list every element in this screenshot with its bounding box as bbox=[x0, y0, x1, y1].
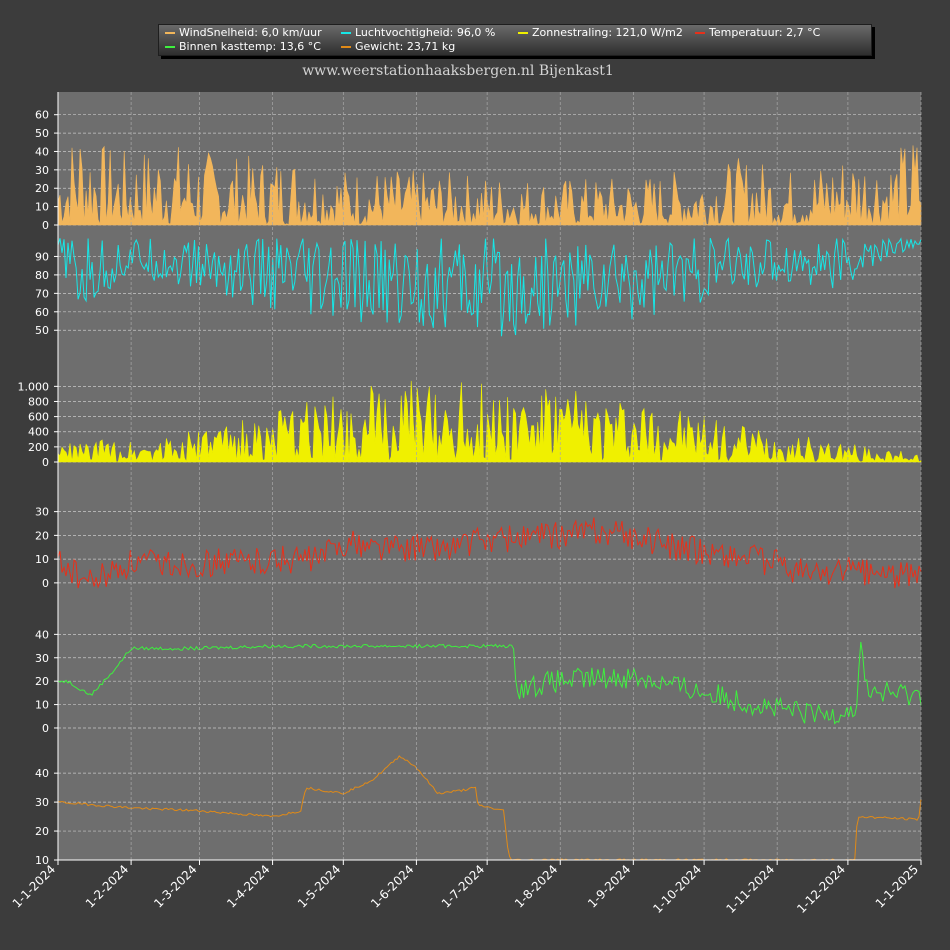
x-tick-label: 1-7-2024 bbox=[439, 862, 487, 910]
y-tick-label: 0 bbox=[42, 219, 49, 232]
legend-label: Gewicht: 23,71 kg bbox=[355, 40, 456, 53]
y-tick-label: 70 bbox=[35, 287, 49, 300]
x-tick-label: 1-9-2024 bbox=[585, 862, 633, 910]
y-tick-label: 50 bbox=[35, 127, 49, 140]
y-tick-label: 20 bbox=[35, 675, 49, 688]
x-tick-label: 1-1-2024 bbox=[10, 862, 58, 910]
legend-swatch bbox=[165, 46, 175, 48]
y-tick-label: 200 bbox=[28, 441, 49, 454]
y-tick-label: 30 bbox=[35, 796, 49, 809]
y-tick-label: 0 bbox=[42, 722, 49, 735]
y-tick-label: 30 bbox=[35, 506, 49, 519]
y-tick-label: 1.000 bbox=[18, 380, 50, 393]
x-tick-label: 1-3-2024 bbox=[151, 862, 199, 910]
chart-title: www.weerstationhaaksbergen.nl Bijenkast1 bbox=[302, 63, 614, 79]
y-tick-label: 60 bbox=[35, 109, 49, 122]
legend-label: WindSnelheid: 6,0 km/uur bbox=[179, 26, 322, 39]
panel-1: 0 10 20 30 40 50 60 bbox=[35, 109, 922, 232]
y-tick-label: 10 bbox=[35, 553, 49, 566]
y-tick-label: 80 bbox=[35, 269, 49, 282]
y-tick-label: 60 bbox=[35, 306, 49, 319]
y-tick-label: 600 bbox=[28, 411, 49, 424]
y-tick-label: 30 bbox=[35, 652, 49, 665]
panel-5: 0 10 20 30 40 bbox=[35, 628, 922, 735]
x-tick-label: 1-12-2024 bbox=[794, 862, 848, 916]
y-tick-label: 90 bbox=[35, 250, 49, 263]
legend-swatch bbox=[341, 32, 351, 34]
series-line bbox=[57, 237, 922, 337]
x-tick-label: 1-6-2024 bbox=[368, 862, 416, 910]
y-tick-label: 0 bbox=[42, 456, 49, 469]
legend-swatch bbox=[165, 32, 175, 34]
legend-item: Gewicht: 23,71 kg bbox=[341, 40, 455, 53]
y-tick-label: 10 bbox=[35, 699, 49, 712]
legend-swatch bbox=[695, 32, 705, 34]
y-tick-label: 0 bbox=[42, 577, 49, 590]
legend-swatch bbox=[341, 46, 351, 48]
series-line bbox=[57, 641, 922, 725]
legend-item: Zonnestraling: 121,0 W/m2 bbox=[518, 26, 683, 39]
legend-item: Luchtvochtigheid: 96,0 % bbox=[341, 26, 495, 39]
y-tick-label: 30 bbox=[35, 164, 49, 177]
y-tick-label: 40 bbox=[35, 628, 49, 641]
legend-item: WindSnelheid: 6,0 km/uur bbox=[165, 26, 322, 39]
y-tick-label: 40 bbox=[35, 145, 49, 158]
y-tick-label: 400 bbox=[28, 426, 49, 439]
y-tick-label: 10 bbox=[35, 854, 49, 867]
y-tick-label: 10 bbox=[35, 201, 49, 214]
x-tick-label: 1-4-2024 bbox=[224, 862, 272, 910]
legend-label: Temperatuur: 2,7 °C bbox=[709, 26, 821, 39]
x-tick-label: 1-1-2025 bbox=[873, 862, 921, 910]
legend-item: Temperatuur: 2,7 °C bbox=[695, 26, 820, 39]
x-tick-label: 1-5-2024 bbox=[295, 862, 343, 910]
y-tick-label: 20 bbox=[35, 529, 49, 542]
x-tick-label: 1-10-2024 bbox=[650, 862, 704, 916]
legend-item: Binnen kasttemp: 13,6 °C bbox=[165, 40, 321, 53]
y-tick-label: 20 bbox=[35, 825, 49, 838]
legend-swatch bbox=[518, 32, 528, 34]
x-tick-label: 1-8-2024 bbox=[512, 862, 560, 910]
x-tick-label: 1-11-2024 bbox=[723, 862, 777, 916]
panel-3: 0 200 400 600 800 1.000 bbox=[18, 380, 922, 469]
series-area bbox=[57, 380, 922, 464]
x-tick-label: 1-2-2024 bbox=[83, 862, 131, 910]
legend: WindSnelheid: 6,0 km/uur Luchtvochtigheid… bbox=[158, 24, 872, 56]
series-area bbox=[57, 145, 922, 227]
legend-label: Luchtvochtigheid: 96,0 % bbox=[355, 26, 496, 39]
legend-label: Binnen kasttemp: 13,6 °C bbox=[179, 40, 321, 53]
y-tick-label: 800 bbox=[28, 395, 49, 408]
panel-2: 50 60 70 80 90 bbox=[35, 237, 922, 337]
y-tick-label: 50 bbox=[35, 324, 49, 337]
y-tick-label: 20 bbox=[35, 182, 49, 195]
y-tick-label: 40 bbox=[35, 767, 49, 780]
legend-label: Zonnestraling: 121,0 W/m2 bbox=[532, 26, 683, 39]
